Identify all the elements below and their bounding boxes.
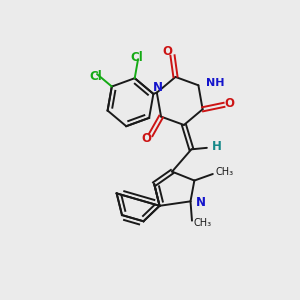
- Text: N: N: [196, 196, 206, 209]
- Text: O: O: [162, 46, 172, 59]
- Text: O: O: [141, 132, 151, 145]
- Text: Cl: Cl: [130, 51, 143, 64]
- Text: N: N: [153, 81, 163, 94]
- Text: O: O: [224, 97, 234, 110]
- Text: H: H: [212, 140, 222, 154]
- Text: NH: NH: [206, 78, 224, 88]
- Text: Cl: Cl: [89, 70, 102, 83]
- Text: CH₃: CH₃: [194, 218, 211, 228]
- Text: CH₃: CH₃: [216, 167, 234, 177]
